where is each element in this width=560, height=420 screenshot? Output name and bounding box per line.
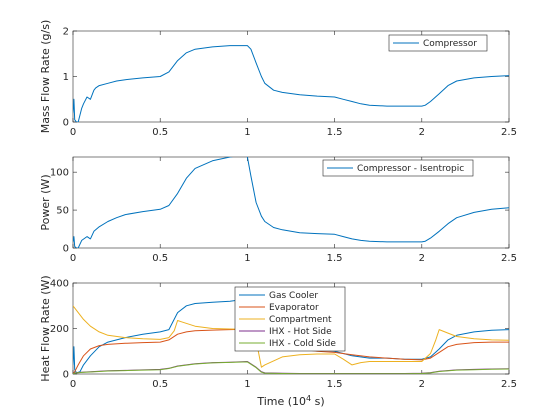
- y-axis-label: Power (W): [39, 174, 52, 230]
- x-tick-label: 1.5: [327, 253, 343, 264]
- x-tick-label: 2: [419, 253, 425, 264]
- y-tick-label: 0: [63, 370, 69, 381]
- x-tick-label: 2: [419, 379, 425, 390]
- x-tick-label: 2.5: [501, 379, 517, 390]
- y-axis-label: Mass Flow Rate (g/s): [39, 20, 52, 134]
- legend-label: IHX - Hot Side: [269, 327, 332, 337]
- series-group: [73, 45, 509, 122]
- y-tick-label: 50: [56, 206, 69, 217]
- series-line-ihx-cold-side: [73, 361, 509, 374]
- legend-box: [322, 159, 474, 177]
- x-tick-label: 1.5: [327, 127, 343, 138]
- x-tick-label: 0: [70, 127, 76, 138]
- x-tick-label: 1: [244, 253, 250, 264]
- x-tick-label: 0: [70, 379, 76, 390]
- y-tick-label: 0: [63, 118, 69, 129]
- legend-label: IHX - Cold Side: [269, 339, 336, 349]
- legend-label: Gas Cooler: [269, 291, 318, 301]
- series-group: [73, 157, 509, 248]
- legend-label: Compressor: [423, 39, 477, 49]
- legend-box: [388, 34, 488, 52]
- chart-1: 0 0.5 1 1.5 2 2.5 0 1 2 Mass Flow Rate (g/s) Compr…: [39, 20, 517, 138]
- x-tick-label: 0.5: [152, 379, 168, 390]
- x-tick-label: 1.5: [327, 379, 343, 390]
- y-tick-label: 100: [50, 168, 69, 179]
- y-tick-label: 2: [63, 27, 69, 38]
- x-tick-label: 2: [419, 127, 425, 138]
- y-tick-label: 200: [50, 324, 69, 335]
- y-tick-label: 400: [50, 279, 69, 290]
- legend: Compressor - Isentropic: [322, 159, 474, 177]
- legend-label: Compartment: [269, 315, 332, 325]
- x-tick-label: 0.5: [152, 127, 168, 138]
- series-line-compartment: [73, 305, 509, 368]
- legend-label: Evaporator: [269, 303, 319, 313]
- x-tick-label: 1: [244, 127, 250, 138]
- y-tick-label: 1: [63, 72, 69, 83]
- legend: Gas Cooler Evaporator Compartment IHX - Hot…: [234, 286, 346, 352]
- series-line-compressor-isentropic: [73, 157, 509, 248]
- y-axis-label: Heat Flow Rate (W): [39, 275, 52, 381]
- y-tick-label: 0: [63, 244, 69, 255]
- x-tick-label: 2.5: [501, 127, 517, 138]
- x-tick-label: 0: [70, 253, 76, 264]
- x-tick-label: 1: [244, 379, 250, 390]
- x-tick-label: 2.5: [501, 253, 517, 264]
- x-axis-label: Time (104 s): [256, 394, 324, 408]
- series-line-compressor: [73, 45, 509, 122]
- legend-label: Compressor - Isentropic: [357, 164, 464, 174]
- legend: Compressor: [388, 34, 488, 52]
- x-tick-label: 0.5: [152, 253, 168, 264]
